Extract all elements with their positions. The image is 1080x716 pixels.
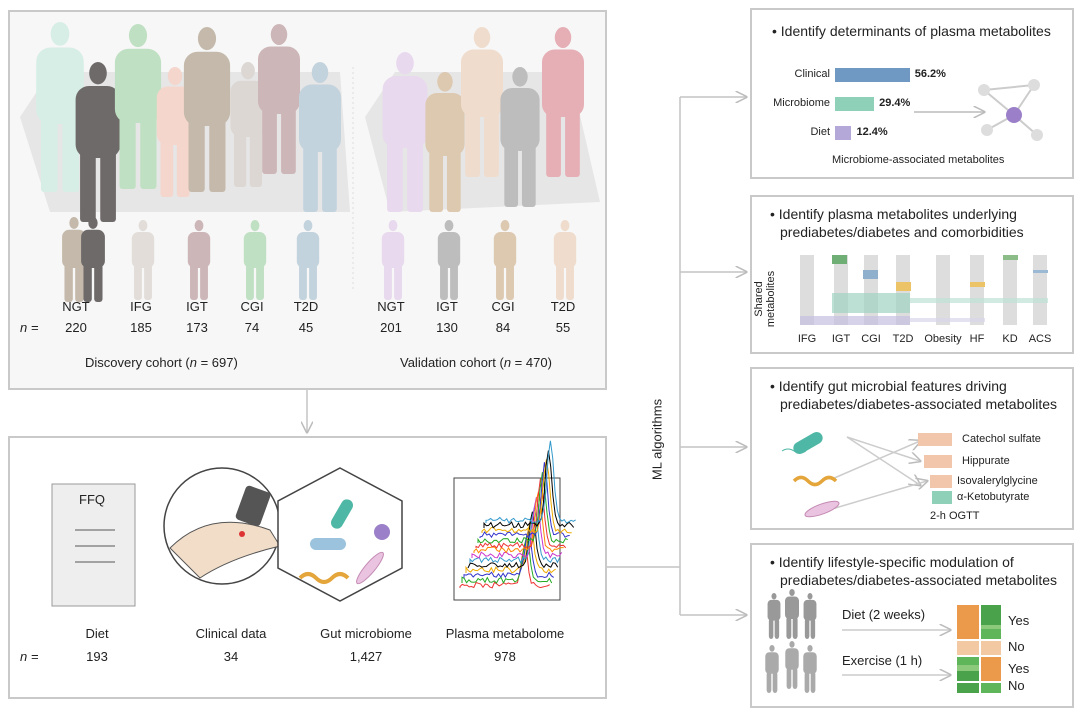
- discovery-group-n: 185: [130, 320, 152, 335]
- outcome-label: Yes: [1008, 613, 1029, 628]
- person-silhouette: [297, 220, 319, 300]
- person-silhouette: [554, 220, 576, 300]
- panel-determinants: • Identify determinants of plasma metabo…: [750, 8, 1074, 179]
- determinant-bar: [835, 126, 851, 140]
- n-label-cohort: n =: [20, 320, 38, 335]
- validation-group-label: IGT: [436, 299, 458, 314]
- person-silhouette: [382, 220, 404, 300]
- condition-column: [864, 255, 878, 325]
- validation-group-label: T2D: [551, 299, 576, 314]
- validation-group-label: CGI: [491, 299, 514, 314]
- person-silhouette: [132, 220, 154, 300]
- data-type-n: 978: [494, 649, 516, 664]
- data-type-label: Gut microbiome: [320, 626, 412, 641]
- discovery-group-label: IFG: [130, 299, 152, 314]
- determinant-bar: [835, 97, 874, 111]
- validation-group-n: 84: [496, 320, 510, 335]
- person-silhouette: [803, 645, 816, 693]
- person-silhouette: [244, 220, 266, 300]
- discovery-group-n: 220: [65, 320, 87, 335]
- person-silhouette: [768, 593, 781, 639]
- validation-group-n: 55: [556, 320, 570, 335]
- condition-column: [970, 255, 984, 325]
- condition-column: [800, 255, 814, 325]
- determinant-bar: [835, 68, 910, 82]
- condition-column: [1033, 255, 1047, 325]
- condition-column: [834, 255, 848, 325]
- person-silhouette: [438, 220, 460, 300]
- shared-metabolites-chart: [752, 197, 1072, 352]
- determinant-value: 29.4%: [879, 97, 910, 109]
- validation-cohort-caption: Validation cohort (n = 470): [400, 355, 552, 370]
- determinant-label: Diet: [810, 126, 830, 138]
- ffq-label: FFQ: [79, 492, 105, 507]
- discovery-group-label: NGT: [62, 299, 89, 314]
- panel-microbial-features: • Identify gut microbial features drivin…: [750, 367, 1074, 530]
- panel-lifestyle: • Identify lifestyle-specific modulation…: [750, 543, 1074, 708]
- condition-label: ACS: [1029, 333, 1052, 345]
- metabolite-label: Catechol sulfate: [962, 433, 1041, 445]
- data-type-label: Plasma metabolome: [446, 626, 565, 641]
- validation-group-n: 130: [436, 320, 458, 335]
- condition-label: T2D: [893, 333, 914, 345]
- outcome-label: No: [1008, 678, 1025, 693]
- outcome-label: Yes: [1008, 661, 1029, 676]
- exercise-intervention-label: Exercise (1 h): [842, 653, 922, 668]
- person-silhouette: [785, 641, 798, 689]
- data-type-n: 193: [86, 649, 108, 664]
- discovery-group-label: IGT: [186, 299, 208, 314]
- person-silhouette: [81, 217, 105, 302]
- diet-intervention-label: Diet (2 weeks): [842, 607, 925, 622]
- condition-label: IGT: [832, 333, 850, 345]
- condition-column: [1003, 255, 1017, 325]
- validation-group-n: 201: [380, 320, 402, 335]
- condition-label: CGI: [861, 333, 881, 345]
- validation-group-label: NGT: [377, 299, 404, 314]
- metabolite-label: Isovalerylglycine: [957, 475, 1038, 487]
- person-silhouette: [804, 593, 817, 639]
- panel1-title: • Identify determinants of plasma metabo…: [772, 22, 1051, 40]
- determinant-label: Microbiome: [773, 97, 830, 109]
- discovery-group-n: 74: [245, 320, 259, 335]
- metabolite-label: Hippurate: [962, 455, 1010, 467]
- discovery-group-label: CGI: [240, 299, 263, 314]
- panel-comorbidities: • Identify plasma metabolites underlying…: [750, 195, 1074, 354]
- n-label-data: n =: [20, 649, 38, 664]
- discovery-group-n: 173: [186, 320, 208, 335]
- microbe-metabolite-links: [752, 369, 1072, 528]
- discovery-group-label: T2D: [294, 299, 319, 314]
- data-type-n: 1,427: [350, 649, 383, 664]
- determinant-value: 12.4%: [856, 126, 887, 138]
- condition-column: [936, 255, 950, 325]
- person-silhouette: [188, 220, 210, 300]
- condition-label: HF: [970, 333, 985, 345]
- discovery-group-n: 45: [299, 320, 313, 335]
- metabolite-label: α-Ketobutyrate: [957, 491, 1029, 503]
- data-type-n: 34: [224, 649, 238, 664]
- outcome-label: No: [1008, 639, 1025, 654]
- data-type-label: Clinical data: [196, 626, 267, 641]
- discovery-cohort-caption: Discovery cohort (n = 697): [85, 355, 238, 370]
- person-silhouette: [494, 220, 516, 300]
- panel3-caption: 2-h OGTT: [930, 510, 980, 522]
- determinant-value: 56.2%: [915, 68, 946, 80]
- condition-label: Obesity: [924, 333, 961, 345]
- person-silhouette: [785, 589, 799, 639]
- ml-algorithms-label: ML algorithms: [650, 395, 665, 485]
- person-silhouette: [765, 645, 778, 693]
- data-type-label: Diet: [85, 626, 108, 641]
- condition-label: IFG: [798, 333, 816, 345]
- determinant-label: Clinical: [795, 68, 830, 80]
- condition-label: KD: [1002, 333, 1017, 345]
- panel1-caption: Microbiome-associated metabolites: [832, 154, 1004, 166]
